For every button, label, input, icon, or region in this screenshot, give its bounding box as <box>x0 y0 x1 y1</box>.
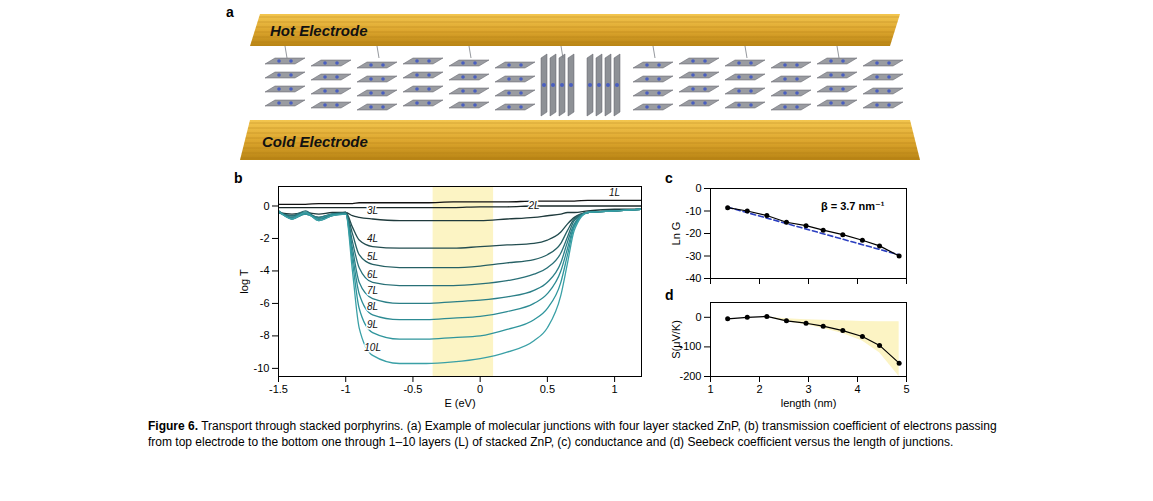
svg-text:-10: -10 <box>686 205 702 217</box>
svg-text:length (nm): length (nm) <box>781 397 837 409</box>
html-text:a: a <box>226 4 234 20</box>
svg-text:2: 2 <box>756 383 762 395</box>
svg-text:7L: 7L <box>367 285 378 296</box>
svg-text:β = 3.7 nm⁻¹: β = 3.7 nm⁻¹ <box>821 200 885 212</box>
svg-text:-40: -40 <box>686 272 702 284</box>
svg-text:Hot Electrode: Hot Electrode <box>270 22 368 39</box>
svg-text:-6: -6 <box>260 297 270 309</box>
svg-text:Ln G: Ln G <box>670 222 682 246</box>
html-text:Figure 6. Transport through st: Figure 6. Transport through stacked porp… <box>148 419 997 450</box>
svg-text:1: 1 <box>707 383 713 395</box>
svg-text:-1.5: -1.5 <box>269 383 288 395</box>
svg-text:E (eV): E (eV) <box>444 397 475 409</box>
svg-text:-200: -200 <box>679 370 701 382</box>
svg-text:3L: 3L <box>367 205 378 216</box>
svg-text:-30: -30 <box>686 250 702 262</box>
svg-text:5: 5 <box>903 383 909 395</box>
html-text:b: b <box>234 170 243 186</box>
svg-text:0.5: 0.5 <box>540 383 555 395</box>
svg-text:2L: 2L <box>527 200 539 211</box>
html-text:d: d <box>665 287 674 303</box>
svg-text:log T: log T <box>238 269 250 294</box>
svg-text:S(μV/K): S(μV/K) <box>670 320 682 359</box>
svg-text:4L: 4L <box>367 233 378 244</box>
svg-text:0: 0 <box>695 182 701 194</box>
svg-text:1L: 1L <box>609 187 620 198</box>
svg-text:10L: 10L <box>364 342 381 353</box>
svg-text:-1: -1 <box>341 383 351 395</box>
svg-text:0: 0 <box>695 311 701 323</box>
svg-text:-10: -10 <box>254 362 270 374</box>
svg-text:4: 4 <box>854 383 860 395</box>
svg-text:-0.5: -0.5 <box>403 383 422 395</box>
svg-text:-2: -2 <box>260 232 270 244</box>
svg-text:3: 3 <box>805 383 811 395</box>
svg-text:0: 0 <box>477 383 483 395</box>
html-text:c: c <box>665 170 673 186</box>
svg-text:-8: -8 <box>260 329 270 341</box>
svg-text:9L: 9L <box>367 319 378 330</box>
svg-text:-4: -4 <box>260 264 270 276</box>
svg-text:0: 0 <box>263 200 269 212</box>
svg-text:5L: 5L <box>367 251 378 262</box>
svg-text:Cold Electrode: Cold Electrode <box>262 133 368 150</box>
svg-text:-100: -100 <box>679 340 701 352</box>
svg-text:8L: 8L <box>367 301 378 312</box>
svg-text:1: 1 <box>612 383 618 395</box>
svg-text:6L: 6L <box>367 269 378 280</box>
svg-text:-20: -20 <box>686 227 702 239</box>
